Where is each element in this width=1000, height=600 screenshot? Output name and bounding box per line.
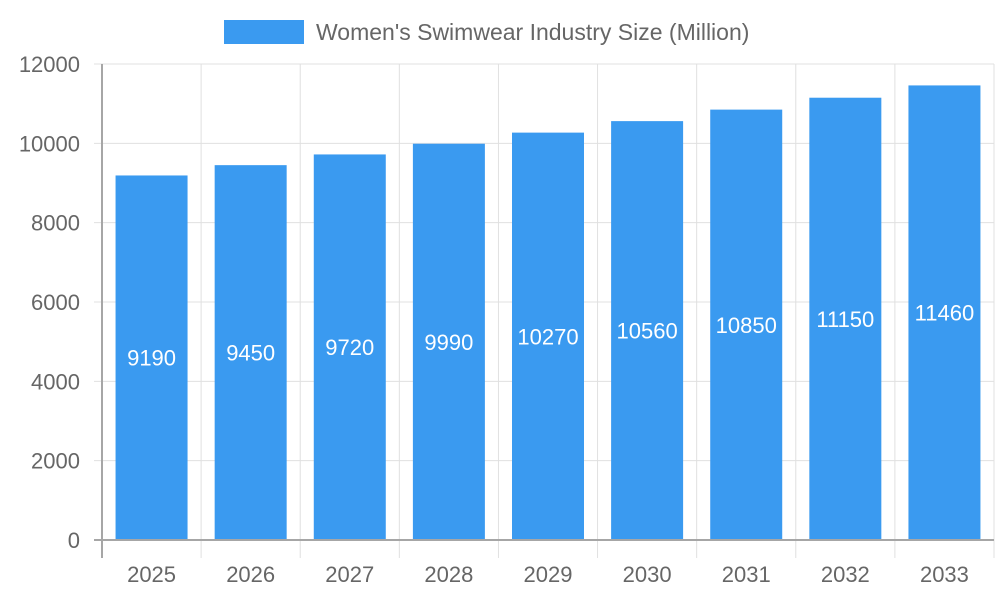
y-tick-label: 0 — [68, 528, 80, 553]
bar — [313, 154, 386, 540]
y-tick-label: 2000 — [31, 449, 80, 474]
bar-value-label: 9720 — [325, 335, 374, 360]
legend-label: Women's Swimwear Industry Size (Million) — [316, 18, 750, 45]
y-tick-label: 4000 — [31, 369, 80, 394]
bar-value-label: 9190 — [127, 346, 176, 371]
bar-value-label: 10850 — [716, 313, 777, 338]
legend[interactable]: Women's Swimwear Industry Size (Million) — [224, 18, 749, 46]
bar-value-label: 11150 — [816, 307, 874, 332]
x-tick-label: 2033 — [920, 562, 969, 587]
x-tick-label: 2026 — [226, 562, 275, 587]
x-tick-label: 2029 — [524, 562, 573, 587]
bar-value-label: 10560 — [617, 319, 678, 344]
bars: 9190 9450 9720 9990 10270 10560 10850 11150 1146… — [115, 85, 981, 541]
bar-value-label: 9990 — [424, 330, 473, 355]
bar — [512, 132, 584, 540]
bar — [710, 109, 783, 540]
bar — [115, 175, 188, 541]
bar-value-label: 10270 — [517, 324, 578, 349]
y-tick-label: 6000 — [31, 290, 80, 315]
y-tick-label: 10000 — [19, 131, 80, 156]
x-tick-label: 2025 — [127, 562, 176, 587]
x-tick-label: 2028 — [424, 562, 473, 587]
bar — [412, 143, 485, 541]
bar — [214, 165, 287, 540]
y-tick-label: 12000 — [19, 52, 80, 77]
legend-swatch — [224, 20, 304, 44]
tick-labels: 0 2000 4000 6000 8000 10000 12000 2025 2026 2027 2… — [19, 52, 969, 587]
bar — [908, 85, 981, 541]
bar-value-label: 11460 — [915, 301, 975, 326]
axes — [94, 64, 994, 558]
bar-value-label: 9450 — [226, 341, 275, 366]
bar — [809, 97, 882, 540]
x-tick-label: 2030 — [623, 562, 672, 587]
bar — [611, 121, 684, 541]
x-tick-label: 2027 — [325, 562, 374, 587]
y-tick-label: 8000 — [31, 211, 80, 236]
x-tick-label: 2031 — [722, 562, 771, 587]
x-tick-label: 2032 — [821, 562, 870, 587]
